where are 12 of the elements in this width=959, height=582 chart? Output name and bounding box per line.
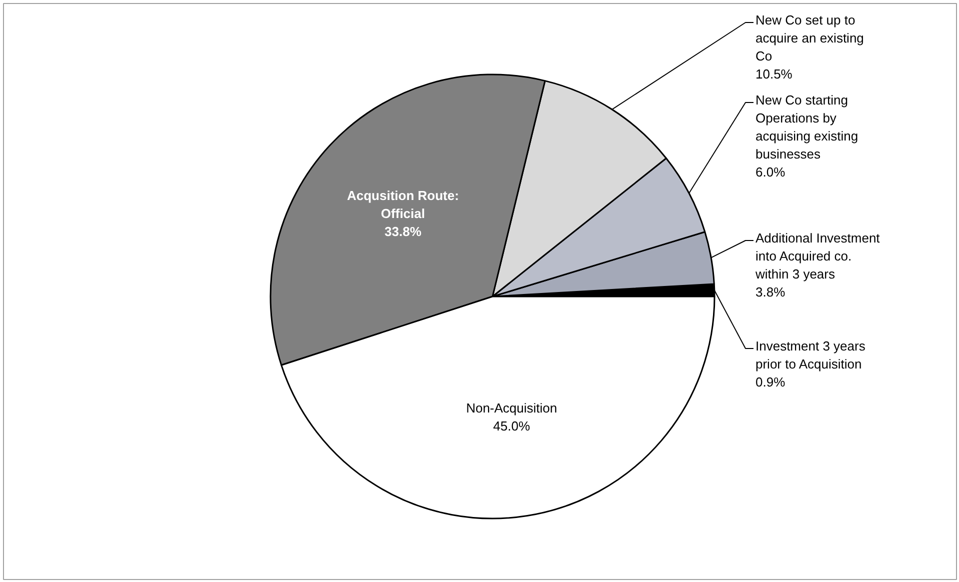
data-label: 6.0% — [756, 164, 786, 180]
data-label: 45.0% — [493, 418, 530, 434]
data-label: 10.5% — [756, 66, 793, 82]
slice-label: Acqusition Route: Official — [347, 188, 459, 221]
slice-label: Investment 3 years prior to Acquisition — [756, 338, 866, 372]
slice-label: Additional Investment into Acquired co. within 3 years — [754, 230, 880, 282]
slice-label: Non-Acquisition — [466, 400, 558, 416]
data-label: 33.8% — [384, 224, 422, 239]
data-label: 0.9% — [756, 374, 786, 390]
slice-label: New Co set up to acquire an existing Co — [756, 12, 864, 64]
data-label: 3.8% — [756, 284, 786, 300]
slice-label: New Co starting Operations by acquising existing businesses — [756, 92, 858, 162]
